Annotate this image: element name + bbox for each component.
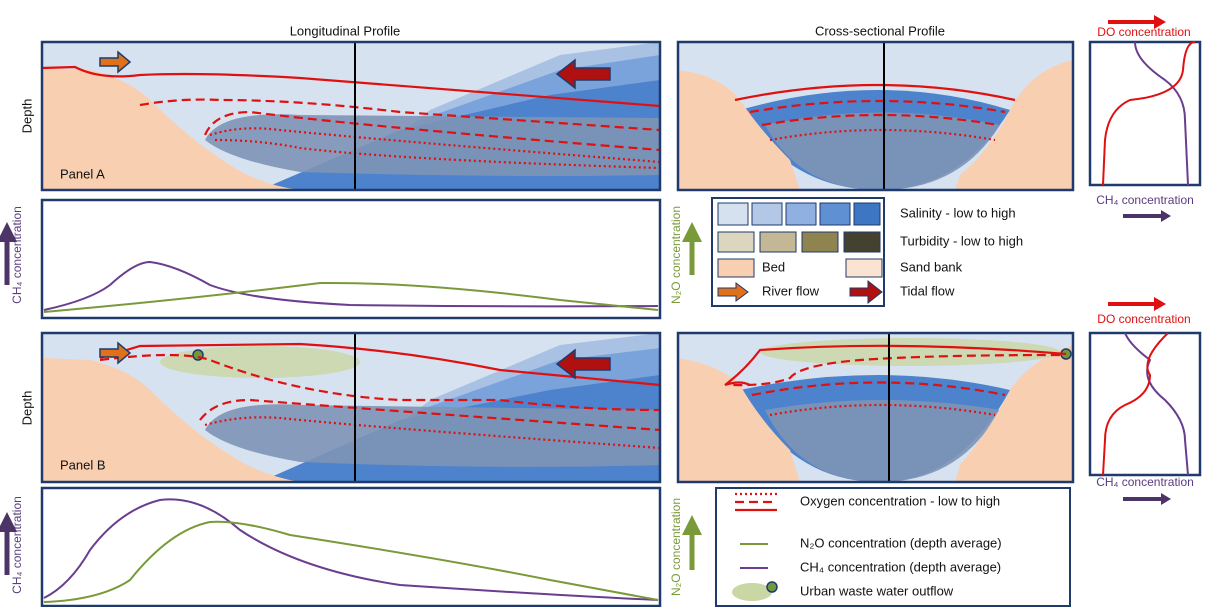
- shape: [139, 98, 661, 132]
- shape: [99, 353, 661, 412]
- shape: [41, 65, 661, 108]
- legend-top: [711, 197, 885, 307]
- legend-label: Salinity - low to high: [900, 205, 1016, 220]
- shape: [801, 231, 839, 253]
- arrow: [1123, 210, 1171, 222]
- chart-box: [40, 486, 662, 607]
- panel-label: Panel A: [60, 166, 105, 181]
- legend-label: N₂O concentration (depth average): [800, 535, 1002, 550]
- shape: [678, 358, 800, 482]
- shape: [40, 331, 662, 484]
- shape: [749, 99, 1006, 114]
- shape: [555, 58, 611, 90]
- shape: [845, 258, 883, 278]
- shape: [843, 231, 881, 253]
- shape: [761, 113, 999, 127]
- shape: [43, 498, 659, 601]
- title: Longitudinal Profile: [290, 23, 401, 38]
- panel-b-longitudinal: [40, 331, 662, 484]
- legend-label: Tidal flow: [900, 283, 955, 298]
- shape: [769, 128, 996, 142]
- panel-label: Panel B: [60, 457, 106, 472]
- shape: [99, 342, 661, 387]
- shape: [751, 202, 783, 226]
- chart-box: [40, 198, 662, 320]
- axis-label: DO concentration: [1097, 25, 1190, 39]
- shape: [849, 279, 883, 305]
- shape: [676, 40, 1075, 192]
- shape: [555, 348, 611, 380]
- shape: [1134, 41, 1189, 186]
- shape: [769, 403, 996, 417]
- axis-label: Depth: [19, 99, 34, 134]
- legend-label: Turbidity - low to high: [900, 233, 1023, 248]
- shape: [734, 83, 1016, 102]
- shape: [732, 583, 772, 601]
- axis-label: CH₄ concentration: [1096, 193, 1194, 207]
- shape: [765, 400, 1000, 482]
- arrow: [1108, 15, 1166, 29]
- legend-label: CH₄ concentration (depth average): [800, 559, 1001, 574]
- axis-label: DO concentration: [1097, 312, 1190, 326]
- shape: [205, 114, 660, 176]
- shape: [160, 346, 360, 378]
- axis-label: N₂O concentration: [669, 498, 683, 596]
- shape: [40, 40, 662, 192]
- shape: [1124, 332, 1189, 476]
- shape: [715, 487, 1071, 607]
- shape: [678, 70, 800, 190]
- shape: [676, 331, 1075, 484]
- legend-label: Oxygen concentration - low to high: [800, 493, 1000, 508]
- shape: [42, 68, 300, 190]
- shape: [853, 202, 881, 226]
- shape: [209, 127, 661, 164]
- shape: [766, 581, 778, 593]
- shape: [1102, 41, 1196, 186]
- shape: [711, 197, 885, 307]
- shape: [729, 353, 1061, 387]
- legend-label: River flow: [762, 283, 820, 298]
- profile-box: [1088, 40, 1202, 187]
- shape: [717, 202, 749, 226]
- shape: [205, 404, 660, 467]
- shape: [717, 258, 755, 278]
- shape: [42, 358, 300, 482]
- shape: [785, 202, 817, 226]
- axis-label: N₂O concentration: [669, 206, 683, 304]
- shape: [717, 231, 755, 253]
- shape: [759, 231, 797, 253]
- shape: [203, 110, 661, 152]
- shape: [955, 345, 1073, 482]
- panel-a-cross: [676, 40, 1075, 192]
- shape: [819, 202, 851, 226]
- shape: [43, 281, 659, 313]
- arrow: [1108, 297, 1166, 311]
- axis-label: CH₄ concentration: [10, 206, 24, 304]
- shape: [99, 50, 132, 74]
- legend-label: Bed: [762, 259, 785, 274]
- shape: [717, 282, 749, 302]
- shape: [751, 381, 1006, 397]
- shape: [204, 416, 661, 450]
- axis-label: Depth: [19, 391, 34, 426]
- shape: [99, 341, 132, 365]
- axis-label: CH₄ concentration: [10, 496, 24, 594]
- legend-label: Urban waste water outflow: [800, 583, 954, 598]
- shape: [724, 344, 1067, 387]
- arrow: [1123, 493, 1171, 505]
- legend-bottom: [715, 487, 1071, 607]
- axis-label: CH₄ concentration: [1096, 475, 1194, 489]
- shape: [43, 260, 659, 311]
- shape: [760, 338, 1060, 366]
- shape: [199, 398, 661, 432]
- shape: [955, 60, 1073, 190]
- shape: [43, 520, 659, 603]
- shape: [1102, 332, 1169, 476]
- panel-a-longitudinal: [40, 40, 662, 192]
- title: Cross-sectional Profile: [815, 23, 945, 38]
- panel-b-cross: [676, 331, 1075, 484]
- profile-box: [1088, 331, 1202, 477]
- legend-label: Sand bank: [900, 259, 963, 274]
